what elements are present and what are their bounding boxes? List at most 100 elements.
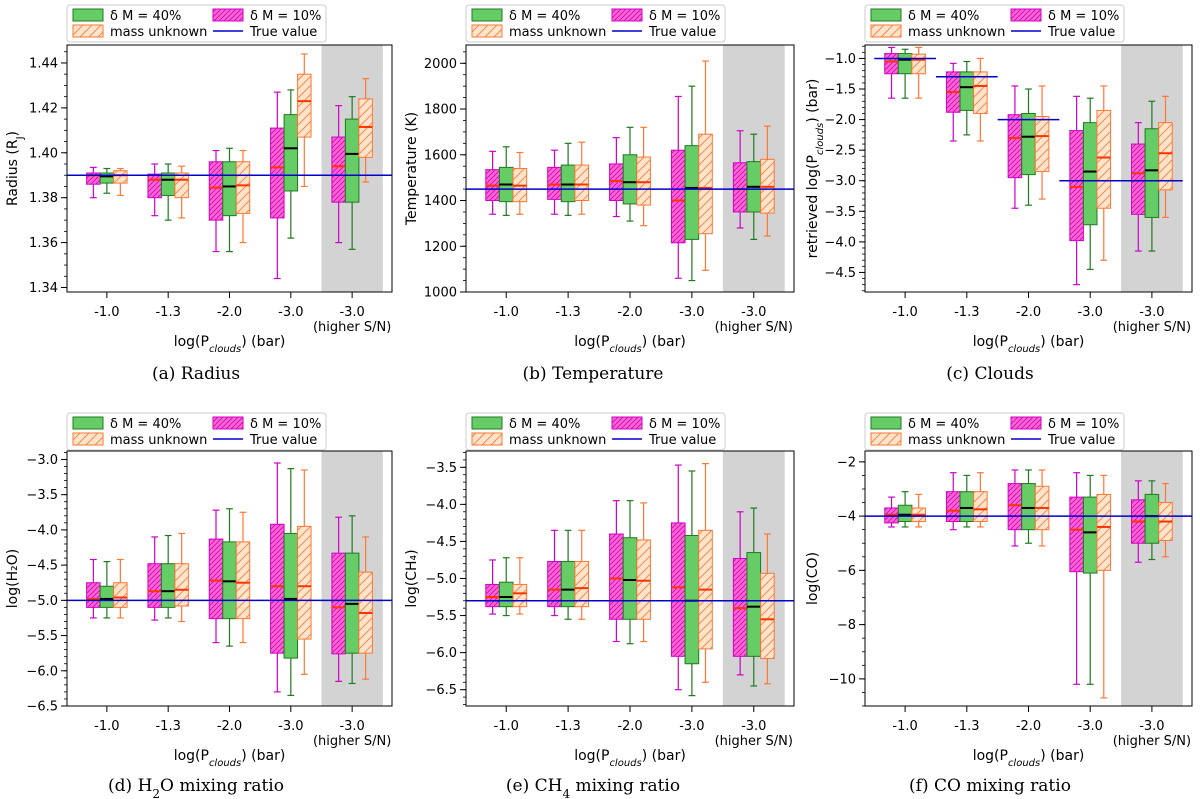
- y-tick-label: 1800: [424, 103, 457, 118]
- y-tick-label: −4.5: [26, 559, 58, 574]
- y-tick-label: −4.0: [824, 235, 856, 250]
- x-tick-label: -1.3: [954, 305, 979, 320]
- legend: δ M = 40% δ M = 10% mass unknown True value: [465, 4, 726, 43]
- box-unk-0: [911, 46, 926, 99]
- x-axis-label: log(Pclouds) (bar): [174, 748, 286, 769]
- legend-label-d40: δ M = 40%: [908, 9, 979, 24]
- y-tick-label: −5.0: [425, 572, 457, 587]
- legend-label-d40: δ M = 40%: [908, 417, 979, 432]
- box-unk-3: [698, 463, 713, 683]
- y-tick-label: 1.42: [29, 101, 58, 116]
- box-unk-2: [1034, 469, 1050, 547]
- legend: δ M = 40% δ M = 10% mass unknown True value: [66, 4, 327, 43]
- x-tick-label: -3.0: [1078, 305, 1103, 320]
- legend-label-d10: δ M = 10%: [1048, 417, 1119, 432]
- legend-label-d40: δ M = 40%: [509, 9, 580, 24]
- x-axis-label: log(Pclouds) (bar): [973, 334, 1085, 355]
- box-unk-1: [973, 472, 988, 528]
- y-axis-label: Radius (RJ): [5, 131, 26, 206]
- box-hatch: [209, 161, 223, 221]
- x-tick-sublabel: (higher S/N): [313, 320, 391, 335]
- x-tick-label: -3.0: [339, 305, 364, 320]
- box-d40-0: [99, 167, 115, 194]
- x-tick-label: -3.0: [339, 719, 364, 734]
- box-unk-3: [1096, 85, 1112, 261]
- box-unk-0: [512, 151, 528, 215]
- box-hatch: [270, 524, 285, 654]
- box-iqr: [1021, 112, 1036, 176]
- legend-swatch-hatch: [871, 25, 901, 37]
- box-d40-3: [283, 468, 299, 697]
- box-hatch: [911, 54, 926, 74]
- box-d10-4: [1131, 122, 1146, 252]
- x-tick-label: -2.0: [217, 719, 242, 734]
- chart-radius: 1.34 1.36 1.38 1.40 1.42 1.44 -1.0 -1.3 -2.0 -3.0…: [5, 4, 393, 384]
- box-hatch: [1096, 110, 1111, 209]
- y-axis-label: log(H₂O): [5, 549, 21, 608]
- box-d40-3: [684, 85, 700, 282]
- x-axis-label: log(Pclouds) (bar): [574, 334, 686, 355]
- y-tick-label: −1.0: [824, 52, 856, 67]
- box-hatch: [574, 165, 589, 201]
- box-hatch: [297, 526, 312, 640]
- box-hatch: [113, 170, 128, 184]
- box-d10-2: [1007, 85, 1023, 209]
- x-tick-label: -3.0: [1139, 305, 1164, 320]
- box-d10-1: [547, 149, 562, 215]
- x-tick-label: -2.0: [617, 719, 642, 734]
- box-d10-0: [485, 150, 500, 215]
- box-d10-0: [884, 46, 899, 99]
- box-unk-2: [636, 502, 651, 643]
- box-hatch: [636, 157, 651, 206]
- x-tick-label: -1.0: [94, 719, 119, 734]
- x-axis-label: log(Pclouds) (bar): [574, 748, 686, 769]
- x-tick-label: -1.0: [892, 719, 917, 734]
- x-tick-label: -3.0: [741, 305, 766, 320]
- box-d10-0: [86, 166, 101, 199]
- legend-swatch-d40: [72, 8, 104, 22]
- box-hatch: [297, 74, 312, 138]
- box-iqr: [1082, 496, 1098, 574]
- box-unk-2: [1034, 85, 1050, 200]
- box-hatch: [609, 163, 624, 201]
- box-hatch: [113, 582, 128, 608]
- y-tick-label: −3.0: [824, 174, 856, 189]
- box-d10-4: [331, 516, 346, 682]
- box-d40-4: [746, 507, 762, 687]
- box-d10-2: [609, 137, 624, 218]
- box-d10-1: [945, 472, 961, 531]
- box-hatch: [671, 522, 686, 657]
- box-d40-0: [99, 560, 115, 619]
- box-unk-3: [1096, 474, 1112, 699]
- box-iqr: [1021, 483, 1036, 531]
- box-d40-1: [560, 142, 576, 216]
- legend-swatch-hatch: [213, 417, 243, 429]
- y-tick-label: −3.0: [26, 453, 58, 468]
- box-hatch: [671, 150, 686, 243]
- box-d40-1: [560, 529, 576, 620]
- box-d10-1: [547, 529, 562, 617]
- box-iqr: [897, 53, 913, 75]
- box-d40-1: [959, 474, 975, 528]
- y-tick-label: −6.5: [425, 683, 457, 698]
- legend-swatch-hatch: [73, 25, 103, 37]
- chart-co: −10−8−6−4−2-1.0 -1.3 -2.0 -3.0 -3.0(higher S…: [805, 412, 1193, 796]
- x-tick-sublabel: (higher S/N): [715, 320, 793, 335]
- legend: δ M = 40% δ M = 10% mass unknown True value: [465, 412, 726, 451]
- y-tick-label: −3.5: [824, 205, 856, 220]
- y-axis-label: retrieved log(Pclouds) (bar): [805, 79, 826, 259]
- y-tick-label: 1.34: [29, 281, 58, 296]
- x-tick-label: -1.0: [494, 305, 519, 320]
- x-tick-label: -1.0: [94, 305, 119, 320]
- box-d10-4: [331, 105, 346, 244]
- box-d40-1: [959, 60, 975, 136]
- y-tick-label: 1600: [424, 148, 457, 163]
- box-d10-0: [884, 496, 899, 528]
- box-hatch: [1069, 497, 1084, 572]
- box-d10-3: [670, 95, 686, 279]
- box-hatch: [1131, 144, 1146, 215]
- y-tick-label: 1.36: [29, 236, 58, 251]
- legend-frame: [864, 412, 1125, 451]
- legend: δ M = 40% δ M = 10% mass unknown True value: [864, 412, 1125, 451]
- x-axis-label: log(Pclouds) (bar): [174, 334, 286, 355]
